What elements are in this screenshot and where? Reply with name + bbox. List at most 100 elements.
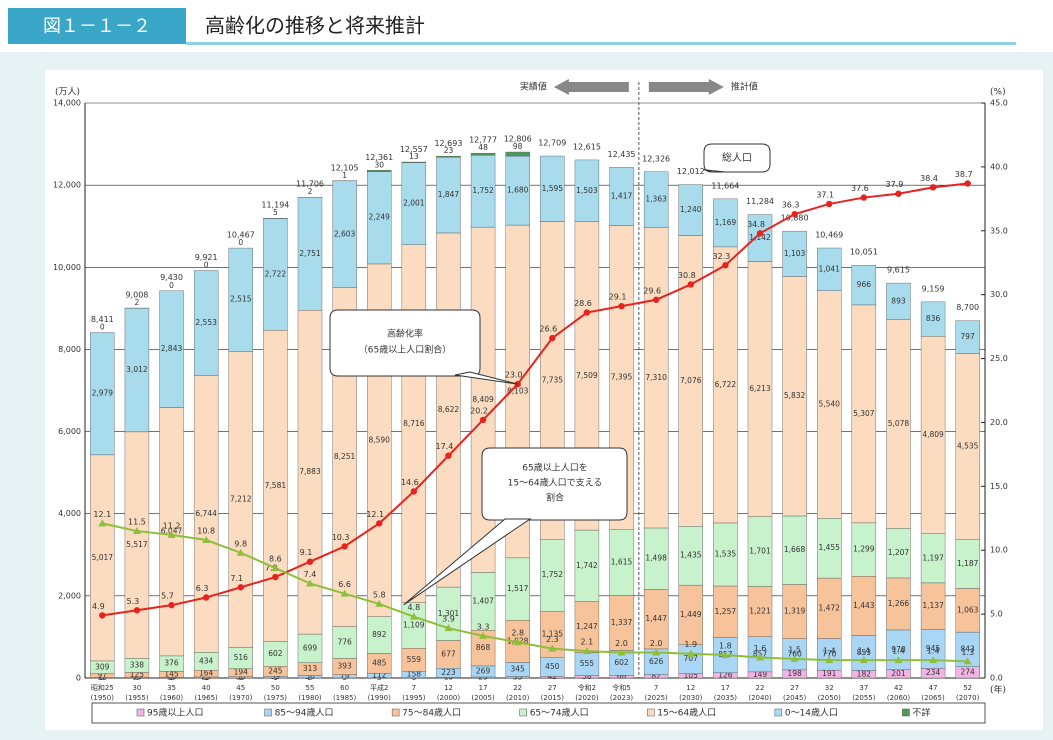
segment-label: 1,498 — [645, 554, 667, 563]
bar-segment — [401, 162, 427, 245]
segment-label: 853 — [857, 648, 872, 657]
bar-segment — [678, 184, 703, 236]
x-tick-line: 12 — [444, 684, 453, 692]
segment-label: 1,363 — [645, 195, 667, 204]
segment-label: 1,221 — [749, 607, 771, 616]
segment-label: 7,883 — [299, 467, 321, 476]
x-tick-label: 32 (2050) — [818, 684, 842, 702]
x-tick-line: 52 — [963, 684, 972, 692]
line-label: 9.8 — [234, 539, 247, 548]
x-tick-label: 35 (1960) — [160, 684, 184, 702]
arrow-left — [553, 79, 629, 95]
annotation: 推計値 — [731, 81, 758, 93]
segment-label: 434 — [199, 656, 214, 665]
bar-segment — [851, 304, 877, 524]
segment-label: 2,843 — [161, 344, 183, 353]
line-point — [479, 631, 488, 639]
segment-label: 2,722 — [265, 269, 287, 278]
segment-label: 893 — [891, 296, 906, 305]
segment-label: 626 — [649, 657, 664, 666]
line-label: 7.1 — [230, 574, 243, 583]
segment-label: 393 — [337, 662, 352, 671]
bar-segment — [436, 232, 461, 588]
segment-label: 2,553 — [195, 318, 217, 327]
bar-segment — [401, 161, 427, 163]
x-tick-label: 令和5 (2023) — [610, 683, 634, 702]
segment-label: 223 — [441, 668, 456, 677]
y-tick-label: 6,000 — [58, 427, 81, 436]
bar-segment — [124, 307, 150, 433]
line-label: 11.5 — [128, 518, 146, 527]
segment-label: 2,979 — [92, 389, 114, 398]
x-tick-label: 7 (1995) — [402, 684, 426, 702]
x-tick-line: 12 — [686, 684, 695, 692]
segment-label: 1,701 — [749, 547, 771, 556]
segment-label: 699 — [303, 643, 318, 652]
x-tick-label: 22 (2010) — [506, 684, 530, 702]
total-label: 10,469 — [815, 231, 843, 240]
line-point — [133, 607, 141, 614]
segment-label: 7,310 — [645, 373, 667, 382]
bar-segment — [609, 595, 634, 651]
line-point — [306, 579, 314, 587]
x-tick-line: 60 — [340, 684, 349, 692]
title: 高齢化の推移と将来推計 — [205, 14, 425, 38]
segment-label: 966 — [857, 280, 872, 289]
bar-segment — [228, 351, 253, 648]
line-label: 2.0 — [650, 639, 663, 648]
total-label: 12,709 — [538, 139, 566, 148]
total-label: 10,467 — [227, 231, 255, 240]
x-tick-line: (2023) — [610, 694, 634, 702]
bar-segment — [193, 375, 219, 653]
line-point — [237, 584, 244, 591]
line-label: 6.3 — [196, 584, 209, 593]
x-tick-label: 27 (2045) — [783, 684, 807, 702]
line-label: 1.4 — [823, 647, 836, 656]
legend-label: 不詳 — [912, 707, 930, 719]
annotation: 実績値 — [520, 81, 547, 93]
segment-label: 1,680 — [507, 186, 529, 195]
line-point — [964, 180, 971, 187]
legend-swatch — [391, 708, 400, 717]
x-tick-line: (1975) — [264, 694, 288, 702]
segment-label: 198 — [787, 669, 802, 678]
bar-segment — [643, 171, 669, 228]
bar-segment — [124, 431, 150, 659]
segment-label: 145 — [164, 669, 179, 678]
annotation: 15～64歳人口で支える — [508, 477, 603, 489]
segment-label: 98 — [513, 142, 523, 151]
x-tick-line: 35 — [167, 684, 176, 692]
bar-segment — [886, 319, 911, 529]
line-label: 29.6 — [643, 286, 661, 295]
segment-label: 2,515 — [230, 295, 252, 304]
x-tick-label: 昭和25 (1950) — [91, 683, 115, 702]
line-point — [686, 649, 695, 657]
line-label: 36.3 — [782, 201, 800, 210]
line-point — [826, 200, 833, 208]
bar-segment — [367, 616, 392, 654]
line-point — [340, 589, 349, 597]
line-point — [168, 601, 175, 609]
segment-label: 1,472 — [818, 603, 840, 612]
x-tick-line: 7 — [412, 684, 416, 692]
segment-label: 48 — [478, 143, 488, 152]
segment-label: 450 — [545, 662, 560, 671]
line-label: 14.6 — [401, 478, 419, 487]
segment-label: 1,197 — [922, 553, 944, 562]
x-tick-line: (2025) — [645, 694, 669, 702]
total-label: 8,411 — [91, 315, 114, 324]
x-tick-label: 50 (1975) — [264, 684, 288, 702]
segment-label: 1,137 — [922, 601, 944, 610]
segment-label: 23 — [444, 146, 454, 155]
x-tick-line: (1995) — [402, 694, 426, 702]
legend-swatch — [136, 708, 145, 717]
x-tick-line: 30 — [132, 684, 141, 692]
line-point — [236, 548, 245, 556]
segment-label: 39 — [271, 672, 281, 681]
line-label: 28.6 — [574, 299, 592, 308]
segment-label: 677 — [441, 649, 456, 658]
segment-label: 1,535 — [715, 549, 737, 558]
bar-segment — [886, 528, 911, 579]
bar-segment — [574, 601, 600, 654]
line-label: 1.6 — [754, 644, 767, 653]
